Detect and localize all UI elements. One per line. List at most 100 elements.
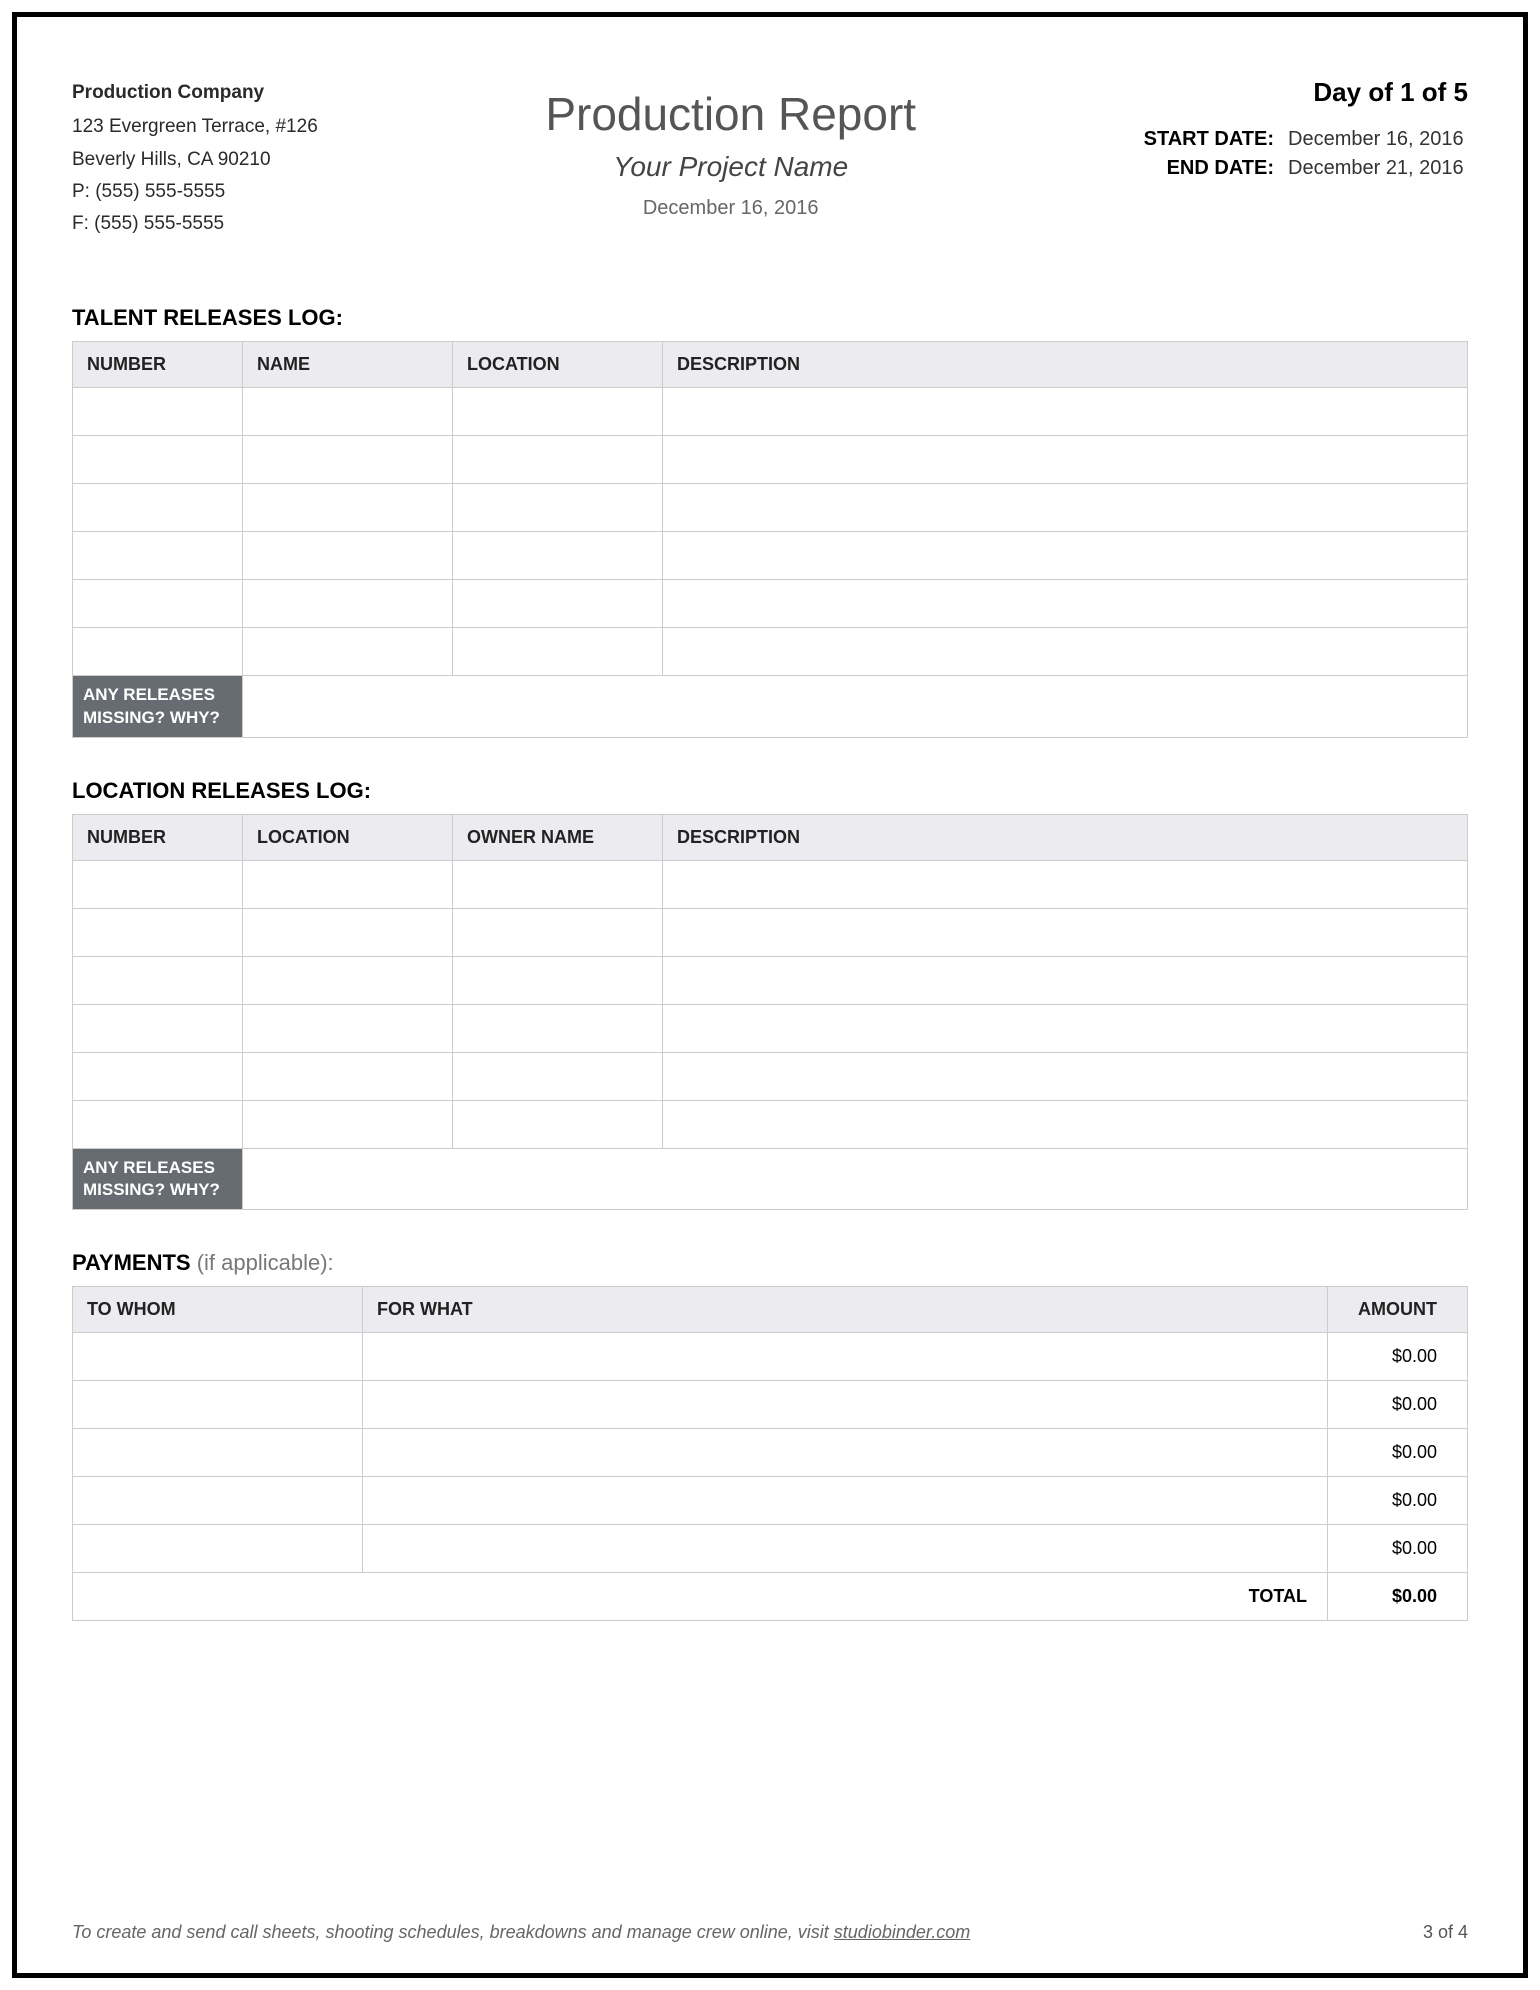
end-date-value: December 21, 2016	[1288, 157, 1468, 180]
company-name: Production Company	[72, 77, 318, 109]
location-cell[interactable]	[243, 860, 453, 908]
payments-whom-cell[interactable]	[73, 1380, 363, 1428]
location-cell[interactable]	[453, 1004, 663, 1052]
footer: To create and send call sheets, shooting…	[72, 1922, 1468, 1943]
talent-cell[interactable]	[73, 628, 243, 676]
location-cell[interactable]	[243, 908, 453, 956]
talent-cell[interactable]	[453, 628, 663, 676]
location-cell[interactable]	[73, 908, 243, 956]
talent-cell[interactable]	[663, 388, 1468, 436]
talent-cell[interactable]	[73, 436, 243, 484]
location-th-owner: OWNER NAME	[453, 814, 663, 860]
location-cell[interactable]	[453, 1100, 663, 1148]
payments-th-what: FOR WHAT	[363, 1286, 1328, 1332]
location-cell[interactable]	[73, 956, 243, 1004]
location-cell[interactable]	[243, 956, 453, 1004]
location-cell[interactable]	[453, 860, 663, 908]
payments-what-cell[interactable]	[363, 1332, 1328, 1380]
payments-what-cell[interactable]	[363, 1476, 1328, 1524]
start-date-value: December 16, 2016	[1288, 128, 1468, 151]
payments-amount-cell[interactable]: $0.00	[1328, 1428, 1468, 1476]
location-cell[interactable]	[453, 908, 663, 956]
talent-cell[interactable]	[663, 580, 1468, 628]
location-cell[interactable]	[663, 1052, 1468, 1100]
talent-cell[interactable]	[73, 484, 243, 532]
talent-footer-cell[interactable]	[243, 676, 1468, 737]
talent-footer-label: ANY RELEASES MISSING? WHY?	[73, 676, 243, 737]
location-cell[interactable]	[453, 1052, 663, 1100]
payments-amount-cell[interactable]: $0.00	[1328, 1476, 1468, 1524]
location-th-location: LOCATION	[243, 814, 453, 860]
payments-whom-cell[interactable]	[73, 1524, 363, 1572]
company-block: Production Company 123 Evergreen Terrace…	[72, 77, 318, 240]
talent-cell[interactable]	[663, 484, 1468, 532]
payments-whom-cell[interactable]	[73, 1476, 363, 1524]
talent-cell[interactable]	[453, 484, 663, 532]
location-row	[73, 1004, 1468, 1052]
payments-th-whom: TO WHOM	[73, 1286, 363, 1332]
location-cell[interactable]	[243, 1052, 453, 1100]
talent-cell[interactable]	[453, 532, 663, 580]
location-cell[interactable]	[243, 1100, 453, 1148]
footer-text-wrap: To create and send call sheets, shooting…	[72, 1922, 970, 1943]
end-date-row: END DATE: December 21, 2016	[1144, 157, 1468, 180]
payments-whom-cell[interactable]	[73, 1428, 363, 1476]
payments-whom-cell[interactable]	[73, 1332, 363, 1380]
talent-cell[interactable]	[243, 580, 453, 628]
talent-cell[interactable]	[663, 628, 1468, 676]
page-frame: Production Company 123 Evergreen Terrace…	[12, 12, 1528, 1978]
talent-cell[interactable]	[243, 436, 453, 484]
location-cell[interactable]	[663, 860, 1468, 908]
location-cell[interactable]	[73, 1004, 243, 1052]
payments-th-amount: AMOUNT	[1328, 1286, 1468, 1332]
talent-cell[interactable]	[243, 484, 453, 532]
talent-cell[interactable]	[453, 388, 663, 436]
location-row	[73, 1052, 1468, 1100]
talent-cell[interactable]	[73, 388, 243, 436]
location-cell[interactable]	[243, 1004, 453, 1052]
payments-amount-cell[interactable]: $0.00	[1328, 1380, 1468, 1428]
location-th-number: NUMBER	[73, 814, 243, 860]
talent-row	[73, 628, 1468, 676]
payments-row: $0.00	[73, 1476, 1468, 1524]
talent-row	[73, 532, 1468, 580]
talent-cell[interactable]	[73, 580, 243, 628]
payments-what-cell[interactable]	[363, 1428, 1328, 1476]
location-cell[interactable]	[73, 1052, 243, 1100]
location-cell[interactable]	[73, 860, 243, 908]
location-cell[interactable]	[663, 1004, 1468, 1052]
dates-block: Day of 1 of 5 START DATE: December 16, 2…	[1144, 77, 1468, 186]
talent-cell[interactable]	[243, 388, 453, 436]
payments-total-value: $0.00	[1328, 1572, 1468, 1620]
location-cell[interactable]	[663, 956, 1468, 1004]
talent-cell[interactable]	[453, 436, 663, 484]
talent-row	[73, 388, 1468, 436]
company-address-2: Beverly Hills, CA 90210	[72, 144, 318, 176]
talent-row	[73, 580, 1468, 628]
talent-th-number: NUMBER	[73, 342, 243, 388]
day-of: Day of 1 of 5	[1144, 77, 1468, 108]
location-cell[interactable]	[663, 908, 1468, 956]
location-row	[73, 908, 1468, 956]
payments-amount-cell[interactable]: $0.00	[1328, 1332, 1468, 1380]
location-footer-cell[interactable]	[243, 1148, 1468, 1209]
talent-cell[interactable]	[73, 532, 243, 580]
report-title: Production Report	[318, 87, 1144, 141]
location-cell[interactable]	[663, 1100, 1468, 1148]
footer-link[interactable]: studiobinder.com	[834, 1922, 970, 1942]
start-date-label: START DATE:	[1144, 128, 1274, 151]
talent-cell[interactable]	[243, 532, 453, 580]
talent-cell[interactable]	[663, 436, 1468, 484]
payments-amount-cell[interactable]: $0.00	[1328, 1524, 1468, 1572]
talent-cell[interactable]	[243, 628, 453, 676]
location-cell[interactable]	[453, 956, 663, 1004]
end-date-label: END DATE:	[1167, 157, 1274, 180]
talent-cell[interactable]	[453, 580, 663, 628]
location-cell[interactable]	[73, 1100, 243, 1148]
talent-cell[interactable]	[663, 532, 1468, 580]
payments-what-cell[interactable]	[363, 1524, 1328, 1572]
payments-total-label: TOTAL	[73, 1572, 1328, 1620]
payments-what-cell[interactable]	[363, 1380, 1328, 1428]
location-row	[73, 956, 1468, 1004]
talent-heading: TALENT RELEASES LOG:	[72, 305, 1468, 331]
